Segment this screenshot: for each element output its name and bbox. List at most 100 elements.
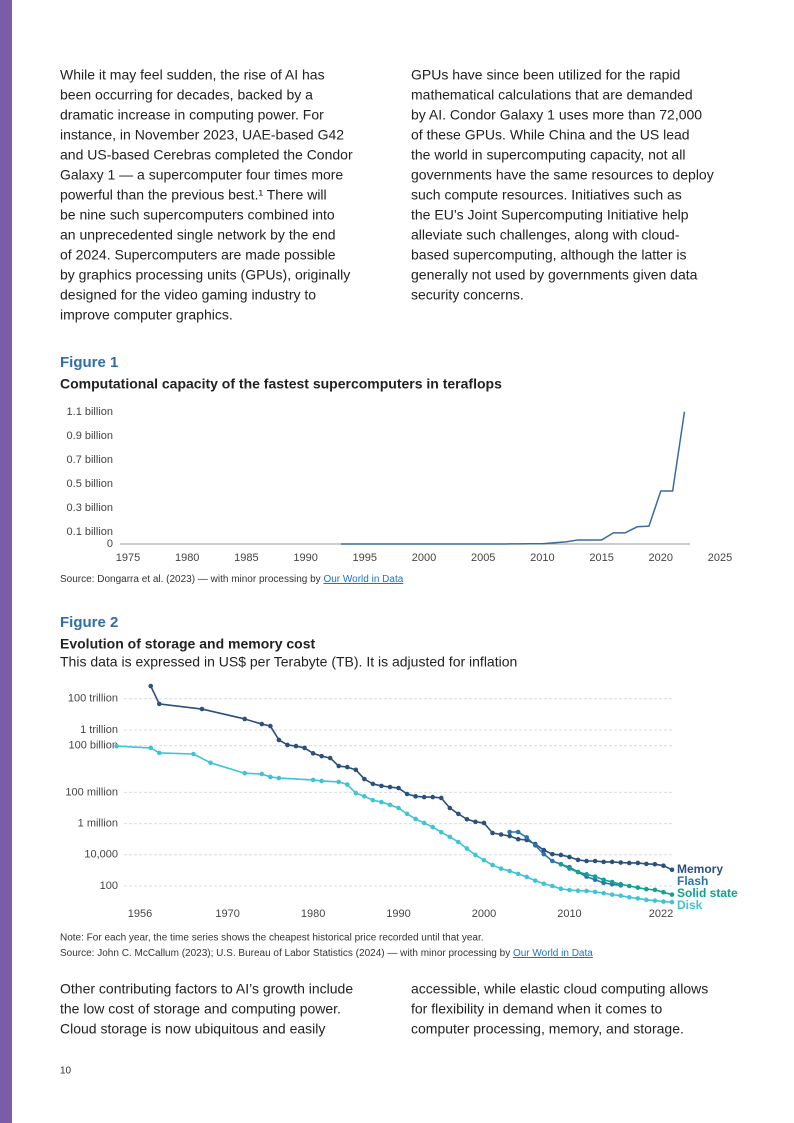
data-point [430,794,436,800]
data-point [404,811,410,817]
body-text-line: for flexibility in demand when it comes … [411,1001,663,1017]
data-point [285,742,290,748]
x-tick-label: 2010 [530,552,554,564]
body-text-line: instance, in November 2023, UAE-based G4… [60,127,344,143]
body-text-line: powerful than the previous best.¹ There … [60,187,327,203]
data-point [541,847,547,853]
data-point [387,802,393,808]
y-tick-label: 100 trillion [68,693,118,705]
data-point [661,889,666,895]
body-text-line: Galaxy 1 — a supercomputer four times mo… [60,167,343,183]
data-point [567,887,572,893]
y-tick-label: 0.7 billion [67,454,113,466]
data-point [541,881,547,887]
body-text-line: accessible, while elastic cloud computin… [411,981,708,997]
data-point [558,852,564,858]
data-point [456,839,461,845]
body-text-line: While it may feel sudden, the rise of AI… [60,67,325,83]
y-tick-label: 1.1 billion [67,406,113,418]
data-point [259,721,265,727]
data-point [669,867,675,873]
data-point [532,843,538,848]
figure-label: Figure 2 [60,614,118,631]
series-label: Flash [677,874,708,888]
source-text: Source: John C. McCallum (2023); U.S. Bu… [60,948,513,959]
data-point [481,857,487,863]
data-point [498,832,504,837]
data-point [396,785,401,791]
data-point [507,868,512,874]
data-point [515,829,521,835]
data-point [567,854,572,860]
body-text-line: Other contributing factors to AI’s growt… [60,981,353,997]
data-point [652,887,658,893]
body-text-line: alleviate such challenges, along with cl… [411,227,680,243]
data-point [473,819,478,825]
y-tick-label: 0.1 billion [67,526,113,538]
data-point [379,783,384,789]
chart: Figure 1 Computational capacity of the fa… [60,354,732,585]
body-text-line: an unprecedented single network by the e… [60,227,336,243]
data-point [490,862,495,868]
data-point [438,829,444,835]
data-point [336,779,342,785]
body-text-line: and US-based Cerebras completed the Cond… [60,147,353,163]
data-point [507,833,512,839]
data-point [310,777,316,783]
body-text-line: computer processing, memory, and storage… [411,1021,684,1037]
y-tick-label: 1 million [78,818,118,830]
series-label: Disk [677,898,703,912]
data-point [515,871,521,877]
y-tick-label: 100 million [65,786,118,798]
data-point [293,743,299,749]
data-point [464,816,470,822]
data-point [635,896,641,901]
data-point [148,683,154,689]
x-tick-label: 1985 [234,552,258,564]
data-point [413,816,418,822]
data-point [575,857,581,863]
x-tick-label: 1995 [353,552,377,564]
data-point [396,805,401,811]
y-tick-label: 0 [107,538,113,550]
y-tick-label: 10,000 [84,849,118,861]
data-point [464,846,470,851]
data-point [379,799,384,805]
data-point [438,795,444,801]
data-point [609,879,615,885]
data-point [575,888,581,893]
y-tick-label: 100 [100,880,118,892]
chart-title: Evolution of storage and memory cost [60,636,315,652]
data-point [592,858,598,864]
data-point [652,861,658,867]
data-point [618,860,624,865]
y-tick-label: 1 trillion [80,724,118,736]
source-link[interactable]: Our World in Data [513,948,593,959]
body-text-line: security concerns. [411,287,524,303]
data-point [319,778,324,784]
page-number: 10 [60,1066,72,1077]
data-point [421,794,427,800]
data-point [344,764,350,770]
data-point [430,824,436,830]
chart-source: Source: Dongarra et al. (2023) — with mi… [60,574,404,585]
data-point [592,874,598,879]
data-point [661,863,666,869]
chart: Figure 2 Evolution of storage and memory … [60,614,738,959]
data-point [481,820,487,826]
data-point [447,805,453,811]
chart-source: Source: John C. McCallum (2023); U.S. Bu… [60,948,593,959]
data-point [310,751,316,756]
series-label: Memory [677,862,723,876]
chart-note: Note: For each year, the time series sho… [60,933,484,944]
data-point [353,767,359,773]
body-text-line: generally not used by governments given … [411,267,698,283]
x-tick-label: 2025 [708,552,732,564]
body-text-line: the EU’s Joint Supercomputing Initiative… [411,207,689,223]
data-point [362,776,367,782]
body-text-line: by graphics processing units (GPUs), ori… [60,267,350,283]
data-point [156,750,162,756]
data-point [669,899,675,905]
data-point [515,836,521,842]
source-link[interactable]: Our World in Data [323,574,403,585]
